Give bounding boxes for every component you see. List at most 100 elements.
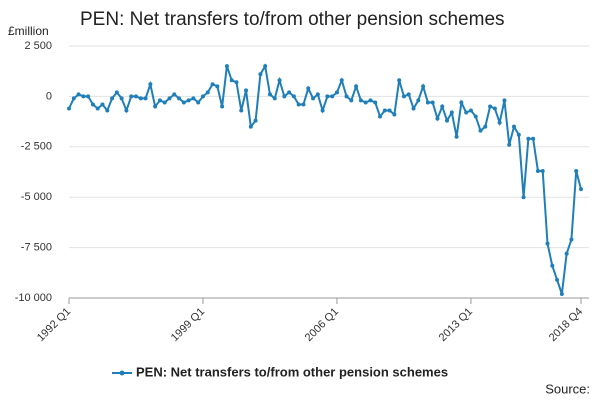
legend-marker bbox=[119, 370, 125, 376]
data-point bbox=[387, 108, 392, 113]
data-point bbox=[291, 94, 296, 99]
data-point bbox=[215, 84, 220, 89]
data-point bbox=[90, 102, 95, 107]
data-line bbox=[68, 63, 582, 295]
data-point bbox=[124, 108, 129, 113]
data-point bbox=[526, 136, 531, 141]
data-point bbox=[512, 124, 517, 129]
data-point bbox=[244, 88, 249, 93]
data-point bbox=[95, 106, 100, 111]
data-point bbox=[382, 108, 387, 113]
data-point bbox=[535, 168, 540, 173]
data-point bbox=[425, 100, 430, 105]
data-point bbox=[205, 90, 210, 95]
data-point bbox=[267, 92, 272, 97]
data-point bbox=[416, 98, 421, 103]
y-tick-label: -2 500 bbox=[21, 141, 52, 153]
data-point bbox=[239, 108, 244, 113]
data-point bbox=[478, 128, 483, 133]
data-point bbox=[129, 94, 134, 99]
data-point bbox=[325, 94, 330, 99]
data-point bbox=[234, 80, 239, 85]
data-point bbox=[430, 100, 435, 105]
data-point bbox=[569, 237, 574, 242]
x-tick-label: 2018 Q4 bbox=[547, 306, 585, 344]
data-point bbox=[110, 96, 115, 101]
data-point bbox=[196, 100, 201, 105]
data-point bbox=[229, 78, 234, 83]
data-point bbox=[406, 92, 411, 97]
data-point bbox=[579, 187, 583, 192]
data-point bbox=[368, 98, 373, 103]
data-point bbox=[488, 104, 493, 109]
data-point bbox=[521, 195, 526, 200]
data-point bbox=[191, 96, 196, 101]
data-point bbox=[224, 64, 229, 69]
data-point bbox=[540, 168, 545, 173]
data-point bbox=[464, 110, 469, 115]
data-point bbox=[411, 106, 416, 111]
data-point bbox=[564, 251, 569, 256]
data-point bbox=[344, 94, 349, 99]
data-point bbox=[363, 100, 368, 105]
data-point bbox=[119, 96, 124, 101]
data-point bbox=[272, 96, 277, 101]
data-point bbox=[339, 78, 344, 83]
data-point bbox=[421, 84, 426, 89]
data-point bbox=[397, 78, 402, 83]
data-point bbox=[468, 108, 473, 113]
chart-title: PEN: Net transfers to/from other pension… bbox=[80, 9, 505, 30]
data-point bbox=[81, 94, 86, 99]
data-point bbox=[172, 92, 177, 97]
x-tick-label: 2006 Q1 bbox=[303, 306, 341, 344]
data-point bbox=[559, 291, 564, 296]
data-point bbox=[133, 94, 138, 99]
data-point bbox=[349, 98, 354, 103]
data-point bbox=[555, 277, 560, 282]
data-point bbox=[492, 106, 497, 111]
y-tick-label: 0 bbox=[46, 90, 52, 102]
y-axis-label: £million bbox=[8, 24, 49, 38]
data-point bbox=[167, 96, 172, 101]
data-point bbox=[354, 84, 359, 89]
data-point bbox=[287, 90, 292, 95]
data-point bbox=[320, 108, 325, 113]
data-point bbox=[473, 114, 478, 119]
data-point bbox=[100, 102, 105, 107]
data-point bbox=[516, 132, 521, 137]
data-point bbox=[67, 106, 71, 111]
data-point bbox=[358, 98, 363, 103]
data-point bbox=[502, 98, 507, 103]
x-tick-label: 1999 Q1 bbox=[169, 306, 207, 344]
data-point bbox=[162, 100, 167, 105]
data-point bbox=[392, 112, 397, 117]
data-point bbox=[545, 241, 550, 246]
data-point bbox=[200, 94, 205, 99]
data-point bbox=[296, 102, 301, 107]
data-point bbox=[311, 96, 316, 101]
data-point bbox=[277, 78, 282, 83]
data-point bbox=[449, 110, 454, 115]
data-point bbox=[248, 124, 253, 129]
data-point bbox=[177, 96, 182, 101]
data-point bbox=[574, 168, 579, 173]
data-point bbox=[330, 94, 335, 99]
data-point bbox=[454, 134, 459, 139]
y-tick-label: -10 000 bbox=[15, 292, 52, 304]
data-point bbox=[483, 124, 488, 129]
data-point bbox=[143, 96, 148, 101]
data-point bbox=[301, 102, 306, 107]
data-point bbox=[157, 98, 162, 103]
y-tick-label: -5 000 bbox=[21, 191, 52, 203]
data-point bbox=[401, 94, 406, 99]
data-point bbox=[71, 96, 76, 101]
data-point bbox=[253, 118, 258, 123]
data-point bbox=[497, 120, 502, 125]
data-point bbox=[531, 136, 536, 141]
data-point bbox=[153, 104, 158, 109]
data-point bbox=[445, 118, 450, 123]
data-point bbox=[105, 108, 110, 113]
source: Source: bbox=[545, 381, 590, 396]
data-point bbox=[315, 92, 320, 97]
